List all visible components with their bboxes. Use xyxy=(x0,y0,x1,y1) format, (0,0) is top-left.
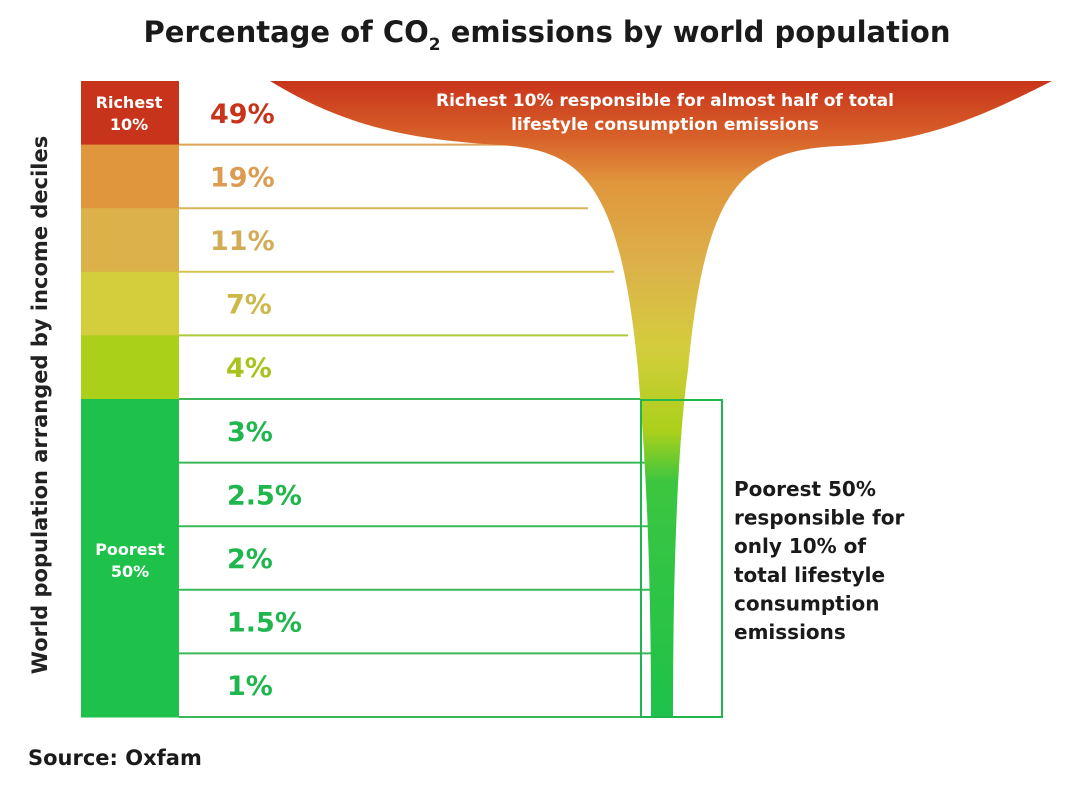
decile-strip-10 xyxy=(81,81,179,146)
value-label: 2% xyxy=(227,544,273,575)
poorest-annotation-box xyxy=(640,399,723,718)
value-label: 1.5% xyxy=(227,608,302,639)
richest-group-label: Richest 10% xyxy=(96,93,163,134)
decile-strip-9 xyxy=(81,144,179,209)
value-label: 3% xyxy=(227,417,273,448)
richest-annotation: Richest 10% responsible for almost half … xyxy=(436,91,894,135)
decile-strip-6 xyxy=(81,335,179,400)
decile-strip-8 xyxy=(81,208,179,273)
value-label: 7% xyxy=(226,290,272,321)
poorest-strip xyxy=(81,399,179,718)
poorest-annotation: Poorest 50% responsible for only 10% of tot… xyxy=(734,477,905,644)
source-note: Source: Oxfam xyxy=(28,746,202,770)
value-label: 4% xyxy=(226,353,272,384)
y-axis-label: World population arranged by income deci… xyxy=(28,136,52,674)
value-label: 11% xyxy=(210,226,275,257)
value-label: 1% xyxy=(227,671,273,702)
poorest-group-label: Poorest 50% xyxy=(95,540,165,581)
value-label: 2.5% xyxy=(227,480,302,511)
chart-title: Percentage of CO2 emissions by world pop… xyxy=(144,15,951,55)
value-label: 19% xyxy=(210,162,275,193)
decile-strip-7 xyxy=(81,271,179,336)
value-label: 49% xyxy=(210,99,275,130)
